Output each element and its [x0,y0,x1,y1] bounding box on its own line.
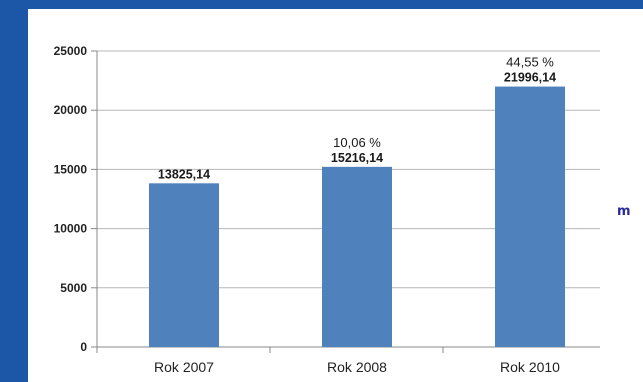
bar [495,86,565,347]
y-tick-label: 25000 [54,44,88,58]
bar [149,183,219,347]
y-tick-label: 0 [80,340,87,354]
x-category-label: Rok 2010 [500,359,560,375]
y-tick-label: 20000 [54,103,88,117]
y-tick-label: 15000 [54,162,88,176]
bar-change-label: 44,55 % [506,55,554,70]
y-tick-label: 10000 [54,222,88,236]
bar-value-label: 15216,14 [331,151,383,165]
cropped-side-text: m [617,204,631,219]
bar-change-label: 10,06 % [333,135,381,150]
x-category-label: Rok 2007 [154,359,214,375]
bar-value-label: 13825,14 [158,167,210,181]
bar-value-label: 21996,14 [504,71,556,85]
bar [322,166,392,347]
y-tick-label: 5000 [60,281,87,295]
x-category-label: Rok 2008 [327,359,387,375]
